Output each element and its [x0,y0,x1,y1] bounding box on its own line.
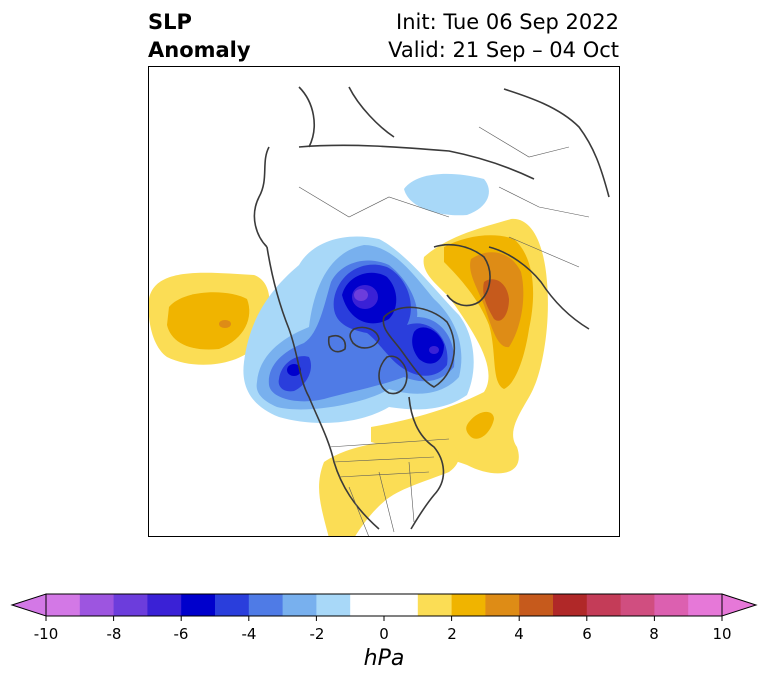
colorbar-tick-6: 6 [582,625,592,643]
colorbar-swatch [620,594,655,616]
map-title: SLP Anomaly [148,8,251,64]
valid-range: Valid: 21 Sep – 04 Oct [388,38,619,62]
colorbar-tick-2: 2 [447,625,457,643]
colorbar-swatch [519,594,554,616]
coastlines [253,86,610,530]
colorbar-swatch [586,594,622,616]
colorbar-swatch [316,594,351,616]
colorbar-tick-m8: -8 [106,625,122,643]
colorbar-swatch [451,594,486,616]
title-line-anomaly: Anomaly [148,38,251,62]
europe-high-anomaly [371,218,548,474]
colorbar-swatch [553,594,588,616]
colorbar-tick-m10: -10 [33,625,59,643]
colorbar-tick-m2: -2 [309,625,325,643]
colorbar-swatch [485,594,520,616]
title-line-slp: SLP [148,10,192,34]
colorbar-swatch [79,594,115,616]
colorbar-tick-8: 8 [649,625,659,643]
colorbar-tick-4: 4 [514,625,524,643]
pacific-high-anomaly [149,272,270,365]
borders [298,126,590,536]
colorbar-swatch [384,594,419,616]
colorbar-extend-max [721,593,758,617]
colorbar-swatch [147,594,182,616]
colorbar-swatch [350,594,385,616]
colorbar-tick-m6: -6 [173,625,189,643]
colorbar-swatch [688,594,723,616]
colorbar-swatch [654,594,689,616]
colorbar-swatch [417,594,453,616]
colorbar [10,590,758,630]
anomaly-map [148,66,620,537]
usa-high-anomaly [319,437,460,536]
colorbar-swatch [248,594,284,616]
colorbar-extend-min [10,593,47,617]
colorbar-swatch [113,594,148,616]
map-canvas [149,86,610,536]
colorbar-tick-10: 10 [712,625,732,643]
colorbar-swatch [215,594,250,616]
colorbar-tick-m4: -4 [241,625,257,643]
colorbar-swatch [282,594,317,616]
colorbar-tick-0: 0 [379,625,389,643]
colorbar-svg [10,593,758,621]
arctic-low-anomaly [404,173,489,216]
colorbar-swatch [181,594,216,616]
run-info: Init: Tue 06 Sep 2022 Valid: 21 Sep – 04… [388,8,619,64]
init-date: Init: Tue 06 Sep 2022 [396,10,619,34]
colorbar-swatch [46,594,81,616]
colorbar-unit: hPa [363,646,405,671]
